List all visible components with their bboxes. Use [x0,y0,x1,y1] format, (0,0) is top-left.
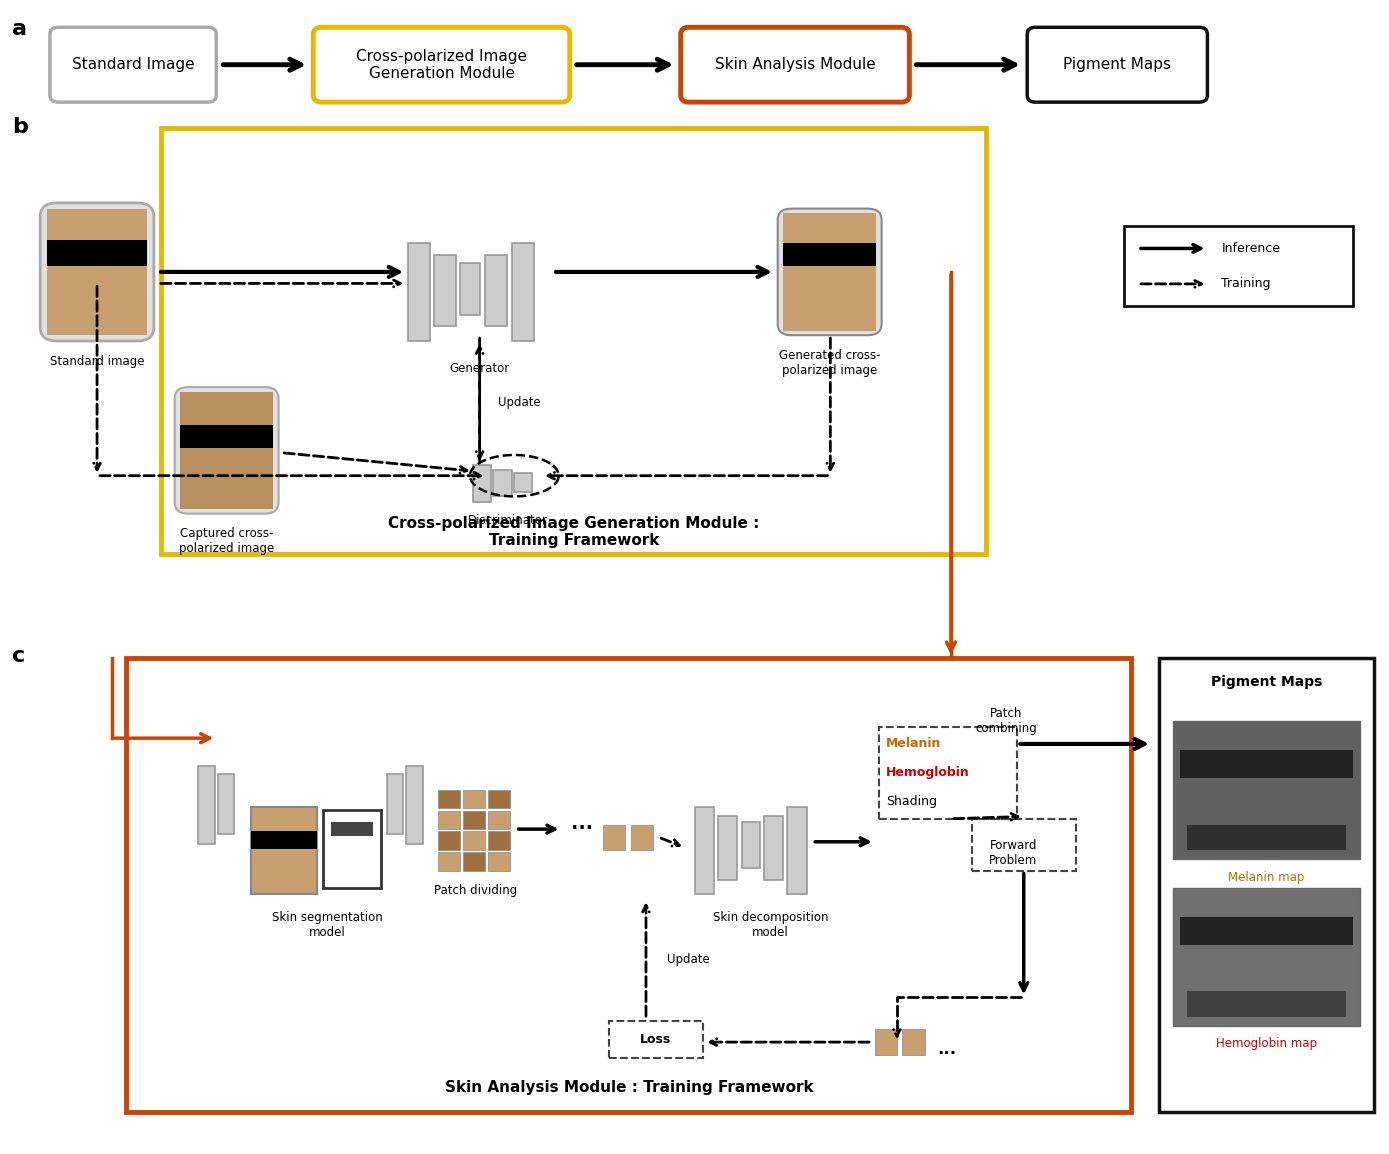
FancyBboxPatch shape [460,263,479,315]
FancyBboxPatch shape [631,824,653,849]
FancyBboxPatch shape [199,766,215,844]
Text: Generator: Generator [450,361,510,375]
Text: a: a [13,18,28,38]
Text: Skin decomposition
model: Skin decomposition model [713,911,828,939]
FancyBboxPatch shape [1158,658,1374,1112]
FancyBboxPatch shape [463,790,485,809]
FancyBboxPatch shape [251,808,318,893]
FancyBboxPatch shape [488,852,510,870]
FancyBboxPatch shape [47,240,147,265]
FancyBboxPatch shape [218,774,235,833]
FancyBboxPatch shape [175,387,279,514]
Text: Skin Analysis Module: Skin Analysis Module [714,58,875,73]
FancyBboxPatch shape [324,810,381,887]
Text: Captured cross-
polarized image: Captured cross- polarized image [179,527,274,555]
FancyBboxPatch shape [493,470,511,496]
Text: Training: Training [1221,277,1271,291]
FancyBboxPatch shape [314,28,569,102]
FancyBboxPatch shape [1186,991,1346,1017]
FancyBboxPatch shape [463,811,485,829]
FancyBboxPatch shape [788,808,807,893]
FancyBboxPatch shape [126,658,1131,1112]
Text: Forward
Problem: Forward Problem [989,839,1038,868]
FancyBboxPatch shape [438,790,460,809]
FancyBboxPatch shape [1179,916,1353,945]
FancyBboxPatch shape [438,831,460,849]
Text: Discriminator: Discriminator [468,514,547,526]
FancyBboxPatch shape [1172,721,1360,859]
Text: Pigment Maps: Pigment Maps [1064,58,1171,73]
FancyBboxPatch shape [783,213,876,331]
Text: Standard image: Standard image [50,354,144,368]
Text: Loss: Loss [640,1033,671,1047]
FancyBboxPatch shape [463,852,485,870]
Text: ...: ... [571,814,593,833]
Text: Melanin: Melanin [886,737,942,750]
Text: Cross-polarized Image Generation Module :
Training Framework: Cross-polarized Image Generation Module … [388,516,760,548]
FancyBboxPatch shape [50,28,217,102]
FancyBboxPatch shape [251,831,318,848]
FancyBboxPatch shape [47,209,147,336]
Text: Shading: Shading [886,795,936,808]
Text: b: b [13,117,28,136]
FancyBboxPatch shape [681,28,910,102]
FancyBboxPatch shape [742,822,760,868]
FancyBboxPatch shape [1124,226,1353,307]
FancyBboxPatch shape [511,243,533,340]
FancyBboxPatch shape [608,1021,703,1058]
Text: Hemoglobin map: Hemoglobin map [1215,1037,1317,1050]
FancyBboxPatch shape [332,822,372,835]
FancyBboxPatch shape [718,816,738,879]
FancyBboxPatch shape [694,808,714,893]
Text: Melanin map: Melanin map [1228,870,1304,884]
FancyBboxPatch shape [181,425,274,448]
Text: Generated cross-
polarized image: Generated cross- polarized image [779,349,881,377]
FancyBboxPatch shape [903,1029,925,1055]
FancyBboxPatch shape [438,811,460,829]
Text: Skin segmentation
model: Skin segmentation model [272,911,382,939]
Text: ...: ... [938,1040,956,1058]
FancyBboxPatch shape [1186,824,1346,849]
FancyBboxPatch shape [463,831,485,849]
FancyBboxPatch shape [1172,887,1360,1026]
FancyBboxPatch shape [406,766,422,844]
FancyBboxPatch shape [407,243,429,340]
FancyBboxPatch shape [875,1029,897,1055]
FancyBboxPatch shape [40,203,154,340]
FancyBboxPatch shape [161,128,986,554]
Text: Patch
combining: Patch combining [975,707,1038,735]
FancyBboxPatch shape [488,811,510,829]
Text: Inference: Inference [1221,242,1281,255]
Text: Standard Image: Standard Image [72,58,194,73]
FancyBboxPatch shape [472,465,490,502]
FancyBboxPatch shape [488,790,510,809]
Text: Update: Update [497,396,540,409]
FancyBboxPatch shape [1028,28,1207,102]
FancyBboxPatch shape [438,852,460,870]
FancyBboxPatch shape [433,255,456,327]
FancyBboxPatch shape [778,209,882,336]
FancyBboxPatch shape [181,391,274,509]
Text: Cross-polarized Image
Generation Module: Cross-polarized Image Generation Module [356,48,526,81]
FancyBboxPatch shape [514,473,532,492]
FancyBboxPatch shape [764,816,783,879]
Text: Pigment Maps: Pigment Maps [1211,675,1322,689]
FancyBboxPatch shape [783,242,876,267]
Text: Hemoglobin: Hemoglobin [886,766,970,779]
Text: c: c [13,646,26,666]
Text: Patch dividing: Patch dividing [433,884,517,898]
FancyBboxPatch shape [386,774,403,833]
Text: Skin Analysis Module : Training Framework: Skin Analysis Module : Training Framewor… [444,1080,814,1095]
FancyBboxPatch shape [1179,750,1353,779]
FancyBboxPatch shape [603,824,625,849]
Text: Update: Update [667,953,710,966]
FancyBboxPatch shape [485,255,507,327]
FancyBboxPatch shape [488,831,510,849]
